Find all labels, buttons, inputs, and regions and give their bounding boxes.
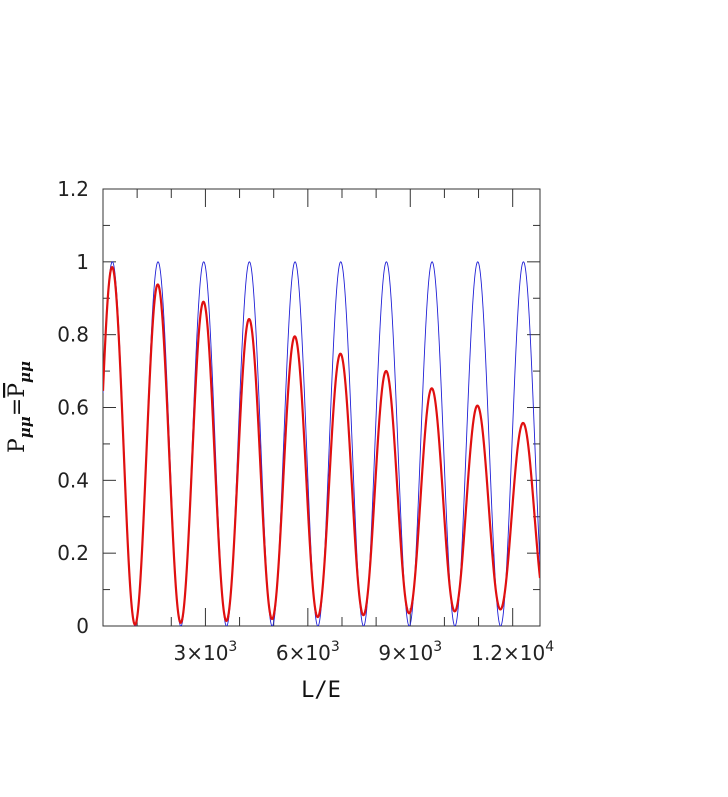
y-tick-label: 0.8 <box>57 323 89 347</box>
x-tick-label: 6×103 <box>276 639 340 665</box>
x-axis-title: L/E <box>301 678 341 703</box>
y-axis-title: Pμμ=Pμμ <box>5 361 34 453</box>
series-layer <box>103 261 540 626</box>
y-tick-label: 0.4 <box>57 468 89 492</box>
plot-frame <box>102 188 541 627</box>
y-tick-label: 1.2 <box>57 177 89 201</box>
y-axis-title-text: Pμμ=Pμμ <box>5 361 34 453</box>
y-axis-title-sub: μμ <box>16 416 34 438</box>
x-tick-label: 9×103 <box>378 639 442 665</box>
y-axis-title-eq: = <box>5 398 30 416</box>
x-tick-labels: 3×103 6×103 9×103 1.2×104 <box>173 639 554 665</box>
y-axis-title-bar-sub: μμ <box>16 361 34 383</box>
y-axis-title-bar-main: P <box>5 383 30 398</box>
x-tick-label: 3×103 <box>173 639 237 665</box>
y-tick-label: 1 <box>76 250 89 274</box>
y-tick-label: 0.2 <box>57 541 89 565</box>
y-tick-labels: 0 0.2 0.4 0.6 0.8 1 1.2 <box>57 177 89 638</box>
axis-ticks <box>103 188 540 627</box>
x-tick-label: 1.2×104 <box>471 639 554 665</box>
series-line-2 <box>103 265 540 626</box>
y-axis-title-main: P <box>5 438 30 453</box>
y-tick-label: 0 <box>76 614 89 638</box>
y-tick-label: 0.6 <box>57 396 89 420</box>
